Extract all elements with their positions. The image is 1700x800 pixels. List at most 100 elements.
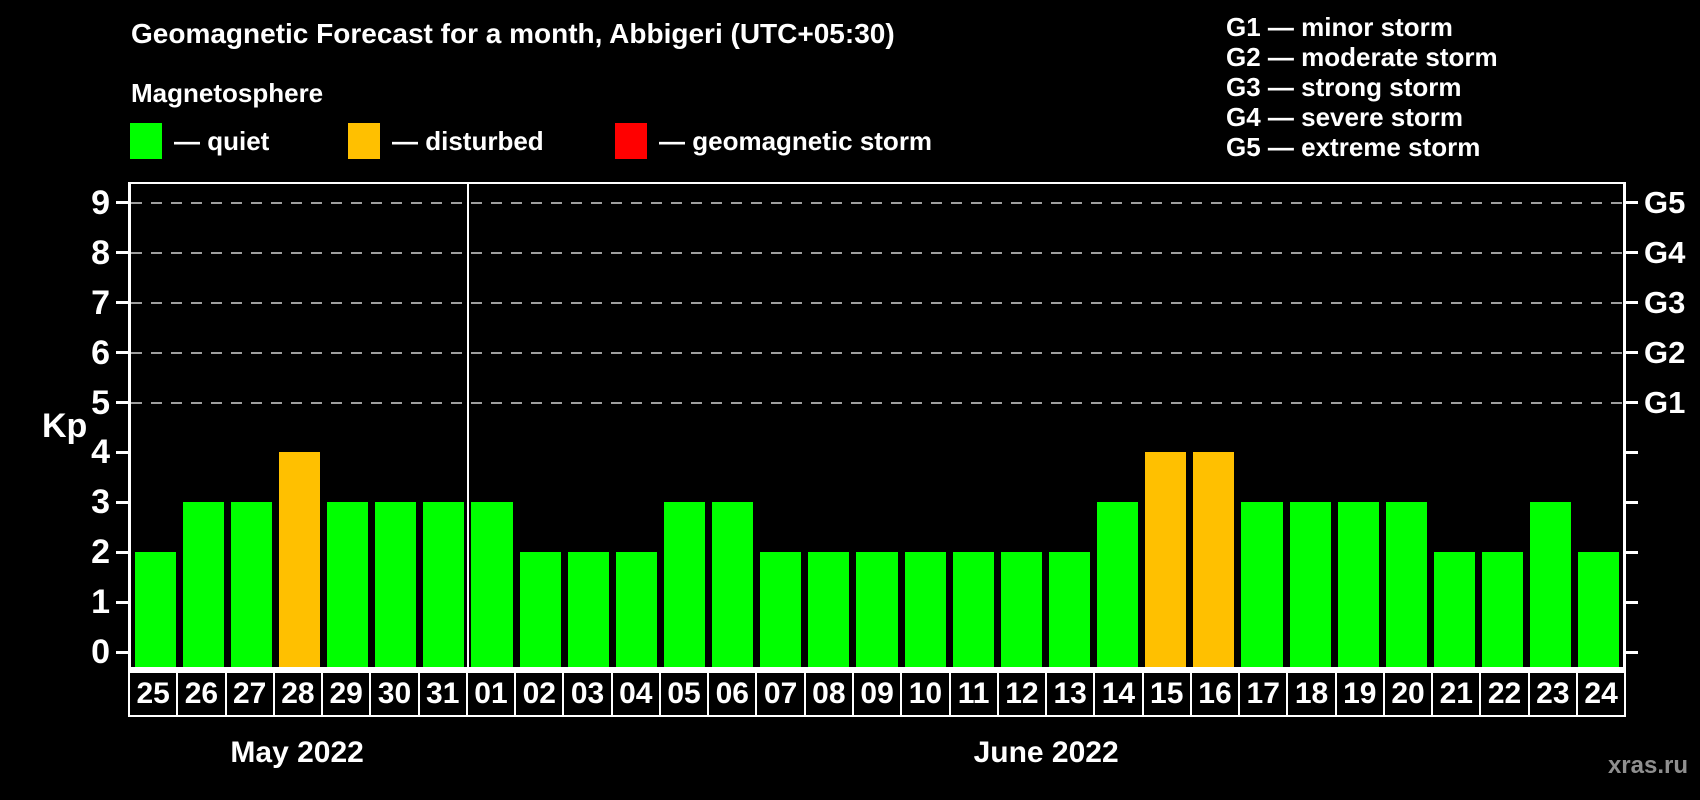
day-label-15: 15: [1141, 671, 1192, 717]
right-tick-kp4: [1626, 450, 1638, 454]
day-label-24: 24: [1575, 671, 1627, 717]
plot-area: [128, 182, 1626, 671]
day-label-26: 26: [176, 671, 227, 717]
y-axis-label: Kp: [42, 407, 88, 445]
storm-color-swatch: [615, 123, 647, 159]
kp-bar-day-28: [278, 452, 320, 667]
kp-bar-day-09: [856, 552, 898, 667]
day-label-09: 09: [851, 671, 903, 717]
gridline-kp9: [131, 201, 1623, 204]
magnetosphere-label: Magnetosphere: [131, 78, 324, 108]
right-tick-kp3: [1626, 500, 1638, 504]
day-label-04: 04: [610, 671, 661, 717]
y-axis-tick-label-9: 9: [91, 183, 110, 222]
kp-bar-day-06: [712, 502, 754, 667]
kp-bar-day-16: [1193, 452, 1235, 667]
left-tick-kp3: [116, 500, 128, 504]
day-label-14: 14: [1093, 671, 1144, 717]
kp-bar-day-14: [1097, 502, 1139, 667]
kp-bar-day-27: [230, 502, 272, 667]
day-label-18: 18: [1286, 671, 1337, 717]
kp-bar-day-02: [519, 552, 561, 667]
day-label-08: 08: [803, 671, 854, 717]
day-label-25: 25: [128, 671, 179, 717]
day-label-23: 23: [1527, 671, 1578, 717]
day-label-13: 13: [1045, 671, 1096, 717]
day-label-28: 28: [272, 671, 324, 717]
g-scale-axis-label-g2: G2: [1644, 334, 1686, 370]
day-label-19: 19: [1334, 671, 1385, 717]
g-scale-legend-line-g4: G4 — severe storm: [1226, 102, 1464, 132]
day-label-05: 05: [658, 671, 710, 717]
left-tick-kp7: [116, 301, 128, 305]
legend-label-disturbed: — disturbed: [392, 125, 544, 156]
kp-bar-day-26: [182, 502, 224, 667]
kp-bar-day-15: [1145, 452, 1187, 667]
kp-bar-day-22: [1482, 552, 1524, 667]
day-label-29: 29: [321, 671, 372, 717]
day-label-21: 21: [1431, 671, 1482, 717]
kp-bar-day-24: [1578, 552, 1620, 667]
kp-bar-day-08: [808, 552, 850, 667]
disturbed-color-swatch: [348, 123, 380, 159]
right-tick-kp5: [1626, 401, 1638, 404]
y-axis-tick-label-8: 8: [91, 233, 110, 272]
kp-bar-day-30: [375, 502, 417, 667]
gridline-kp5: [131, 401, 1623, 404]
g-scale-axis-label-g5: G5: [1644, 184, 1686, 220]
y-axis-tick-label-0: 0: [91, 633, 110, 671]
day-labels-row: 25 26 27 28 29 30 31 01 02 03 04 05 06 07 08 09 10 11 12 13…: [128, 671, 1627, 717]
page-title: Geomagnetic Forecast for a month, Abbige…: [131, 18, 895, 49]
day-label-30: 30: [369, 671, 420, 717]
g-scale-legend-line-g5: G5 — extreme storm: [1226, 132, 1481, 162]
left-tick-kp2: [116, 550, 128, 554]
kp-bar-day-07: [760, 552, 802, 667]
kp-bar-day-13: [1048, 552, 1091, 667]
left-tick-kp9: [116, 201, 128, 205]
right-tick-kp9: [1626, 201, 1638, 205]
day-label-31: 31: [417, 671, 468, 717]
y-axis-tick-label-5: 5: [91, 383, 110, 422]
right-tick-kp8: [1626, 251, 1638, 255]
kp-bar-day-19: [1337, 502, 1379, 667]
right-tick-kp2: [1626, 550, 1638, 554]
watermark: xras.ru: [1607, 752, 1688, 779]
left-tick-kp6: [116, 351, 128, 355]
legend-item-storm: — geomagnetic storm: [615, 122, 932, 160]
gridline-kp7: [131, 301, 1623, 304]
day-label-27: 27: [224, 671, 275, 717]
g-scale-axis-label-g1: G1: [1644, 384, 1686, 420]
g-scale-axis-label-g4: G4: [1644, 234, 1686, 270]
right-tick-kp6: [1626, 351, 1638, 355]
kp-bar-day-17: [1241, 502, 1283, 667]
legend-item-quiet: — quiet: [130, 122, 269, 160]
day-label-20: 20: [1382, 671, 1434, 717]
kp-bar-day-11: [952, 552, 994, 667]
legend-label-quiet: — quiet: [174, 125, 270, 156]
day-label-17: 17: [1238, 671, 1289, 717]
kp-bar-day-29: [327, 502, 369, 667]
y-axis-tick-label-2: 2: [91, 533, 110, 572]
y-axis-tick-label-4: 4: [91, 433, 110, 472]
gridline-kp6: [131, 351, 1623, 354]
day-label-01: 01: [465, 671, 517, 717]
right-tick-kp0: [1626, 650, 1638, 654]
legend-label-storm: — geomagnetic storm: [659, 125, 933, 156]
month-separator-line: [466, 184, 469, 667]
y-axis-tick-label-7: 7: [91, 283, 110, 322]
kp-bar-day-23: [1530, 502, 1572, 667]
day-label-06: 06: [707, 671, 758, 717]
right-tick-kp1: [1626, 600, 1638, 604]
quiet-color-swatch: [130, 123, 162, 159]
left-tick-kp5: [116, 401, 128, 404]
kp-bar-day-10: [904, 552, 946, 667]
kp-bar-day-21: [1433, 552, 1476, 667]
day-label-16: 16: [1189, 671, 1241, 717]
gridline-kp8: [131, 251, 1623, 254]
left-tick-kp1: [116, 600, 128, 604]
g-scale-legend-line-g3: G3 — strong storm: [1226, 72, 1462, 102]
day-label-02: 02: [514, 671, 565, 717]
day-label-10: 10: [900, 671, 951, 717]
day-label-22: 22: [1479, 671, 1530, 717]
